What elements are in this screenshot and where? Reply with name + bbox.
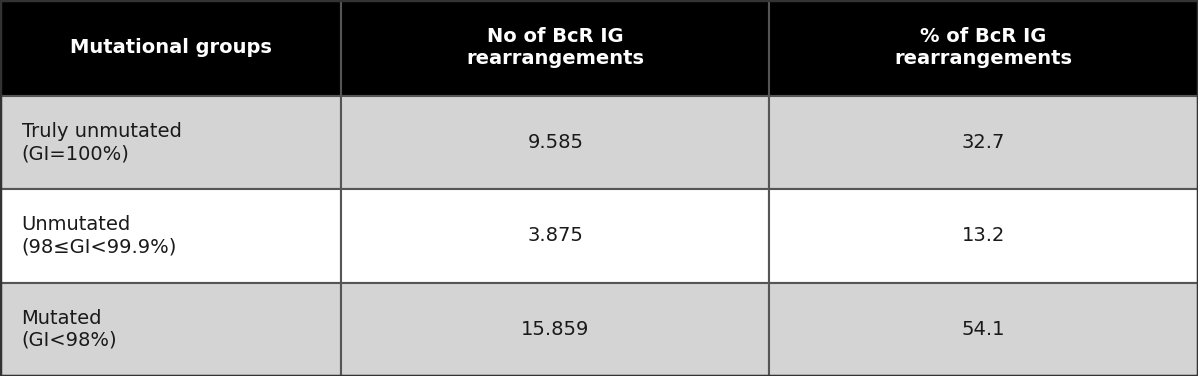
Text: 54.1: 54.1	[962, 320, 1005, 339]
Text: Mutational groups: Mutational groups	[69, 38, 272, 58]
Text: 3.875: 3.875	[527, 226, 583, 246]
Bar	[769, 283, 1198, 376]
Bar	[769, 96, 1198, 189]
Bar	[0, 96, 341, 189]
Text: No of BcR IG
rearrangements: No of BcR IG rearrangements	[466, 27, 645, 68]
Text: 15.859: 15.859	[521, 320, 589, 339]
Bar	[0, 189, 341, 283]
Bar	[341, 0, 769, 96]
Text: 13.2: 13.2	[962, 226, 1005, 246]
Text: 9.585: 9.585	[527, 133, 583, 152]
Text: 32.7: 32.7	[962, 133, 1005, 152]
Bar	[341, 96, 769, 189]
Text: Unmutated
(98≤GI<99.9%): Unmutated (98≤GI<99.9%)	[22, 215, 177, 256]
Text: Truly unmutated
(GI=100%): Truly unmutated (GI=100%)	[22, 122, 181, 163]
Bar	[769, 189, 1198, 283]
Bar	[0, 283, 341, 376]
Bar	[769, 0, 1198, 96]
Text: Mutated
(GI<98%): Mutated (GI<98%)	[22, 309, 117, 350]
Text: % of BcR IG
rearrangements: % of BcR IG rearrangements	[895, 27, 1072, 68]
Bar	[341, 283, 769, 376]
Bar	[341, 189, 769, 283]
Bar	[0, 0, 341, 96]
